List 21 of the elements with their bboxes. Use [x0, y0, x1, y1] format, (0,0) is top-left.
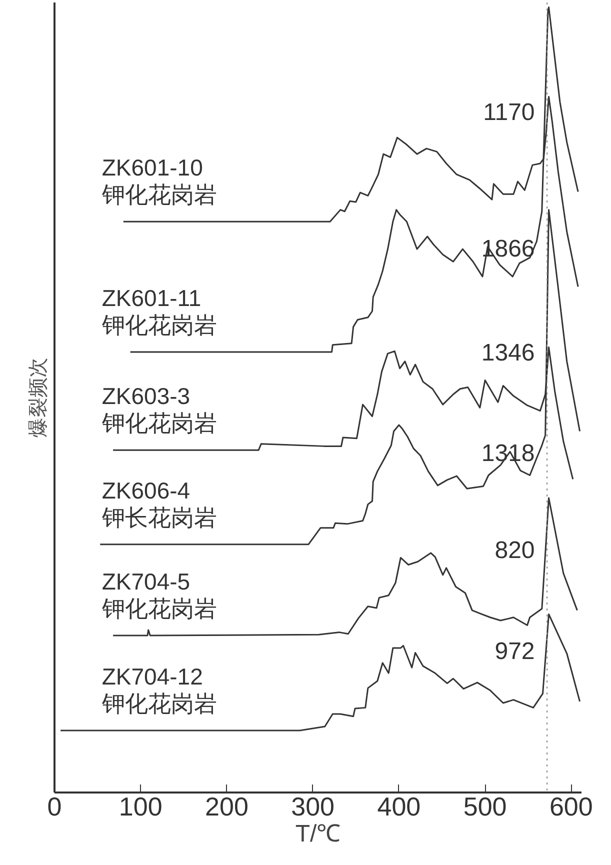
x-tick-label: 200 [205, 792, 248, 822]
series-label: ZK601-10 钾化花岗岩 [100, 154, 217, 208]
x-tick-label: 0 [47, 792, 62, 822]
annotation: 1346 [481, 340, 535, 367]
x-tick-label: 100 [118, 792, 162, 822]
x-tick-label: 400 [377, 792, 421, 822]
annotation: 1866 [481, 235, 535, 262]
x-tick-label: 500 [463, 792, 507, 822]
x-axis-title: T/℃ [295, 820, 341, 848]
annotation: 820 [494, 536, 535, 564]
series-label: ZK601-11 钾化花岗岩 [100, 284, 217, 338]
x-tick-label: 600 [549, 792, 593, 822]
series-label: ZK606-4 钾长花岗岩 [100, 477, 217, 530]
annotation: 972 [494, 638, 535, 665]
series-label: ZK603-3 钾化花岗岩 [100, 383, 217, 436]
annotation: 1170 [483, 99, 535, 126]
annotation: 1318 [481, 440, 535, 467]
x-tick-label: 300 [291, 792, 335, 822]
y-axis-title: 爆裂频次 [26, 358, 50, 438]
series-label: ZK704-12 钾化花岗岩 [100, 663, 217, 716]
series-label: ZK704-5 钾化花岗岩 [100, 568, 217, 622]
